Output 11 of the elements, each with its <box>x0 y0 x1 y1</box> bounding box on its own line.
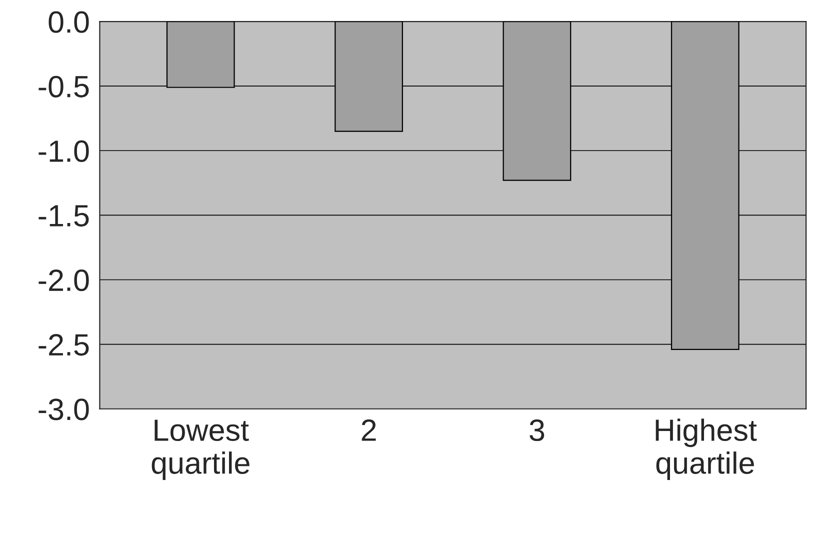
y-tick-label: -1.5 <box>38 205 89 227</box>
y-tick-label: -2.0 <box>38 269 89 292</box>
y-tick-label: -2.5 <box>38 334 89 356</box>
y-tick-label: -0.5 <box>38 76 89 98</box>
x-tick-label: 3 <box>530 419 544 442</box>
x-tick-label: Lowest quartile <box>152 420 250 480</box>
y-tick-label: -1.0 <box>38 140 89 162</box>
x-tick-label: Highest quartile <box>656 418 757 480</box>
y-tick-label: 0.0 <box>48 11 89 33</box>
y-tick-label: -3.0 <box>38 398 89 420</box>
x-tick-label: 2 <box>362 419 376 441</box>
